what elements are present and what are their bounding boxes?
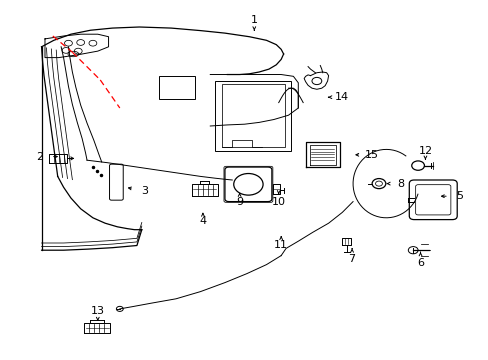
Text: 5: 5 (455, 191, 462, 201)
Text: 11: 11 (274, 240, 287, 250)
Bar (215, 81, 290, 151)
Text: 4: 4 (199, 216, 206, 226)
Text: 8: 8 (397, 179, 404, 189)
Text: 10: 10 (271, 197, 285, 207)
Text: 13: 13 (91, 306, 104, 316)
Text: 2: 2 (37, 152, 43, 162)
Text: 1: 1 (250, 15, 257, 25)
Bar (222, 84, 285, 147)
Text: 7: 7 (348, 254, 355, 264)
Text: 9: 9 (236, 197, 243, 207)
Text: 14: 14 (335, 92, 348, 102)
Text: 12: 12 (418, 146, 431, 156)
Text: 15: 15 (364, 150, 378, 160)
Text: 6: 6 (416, 258, 423, 268)
Text: 3: 3 (141, 186, 147, 196)
